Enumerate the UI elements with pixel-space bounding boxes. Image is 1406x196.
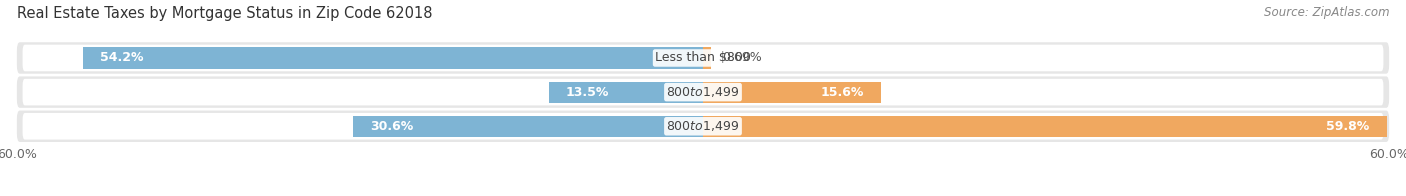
FancyBboxPatch shape xyxy=(17,42,1389,74)
FancyBboxPatch shape xyxy=(22,45,1384,71)
FancyBboxPatch shape xyxy=(17,111,1389,142)
FancyBboxPatch shape xyxy=(22,79,1384,105)
Text: $800 to $1,499: $800 to $1,499 xyxy=(666,119,740,133)
Text: 15.6%: 15.6% xyxy=(821,86,865,99)
Text: Less than $800: Less than $800 xyxy=(655,52,751,64)
Bar xyxy=(703,47,711,69)
Text: 59.8%: 59.8% xyxy=(1326,120,1369,133)
Bar xyxy=(353,116,703,137)
FancyBboxPatch shape xyxy=(17,76,1389,108)
Text: $800 to $1,499: $800 to $1,499 xyxy=(666,85,740,99)
Text: 0.69%: 0.69% xyxy=(723,52,762,64)
Bar xyxy=(703,82,882,103)
Text: 30.6%: 30.6% xyxy=(370,120,413,133)
Bar xyxy=(703,116,1386,137)
Bar xyxy=(83,47,703,69)
Bar xyxy=(548,82,703,103)
Text: 54.2%: 54.2% xyxy=(100,52,143,64)
FancyBboxPatch shape xyxy=(22,113,1384,140)
Text: Real Estate Taxes by Mortgage Status in Zip Code 62018: Real Estate Taxes by Mortgage Status in … xyxy=(17,6,433,21)
Text: 13.5%: 13.5% xyxy=(565,86,609,99)
Text: Source: ZipAtlas.com: Source: ZipAtlas.com xyxy=(1264,6,1389,19)
